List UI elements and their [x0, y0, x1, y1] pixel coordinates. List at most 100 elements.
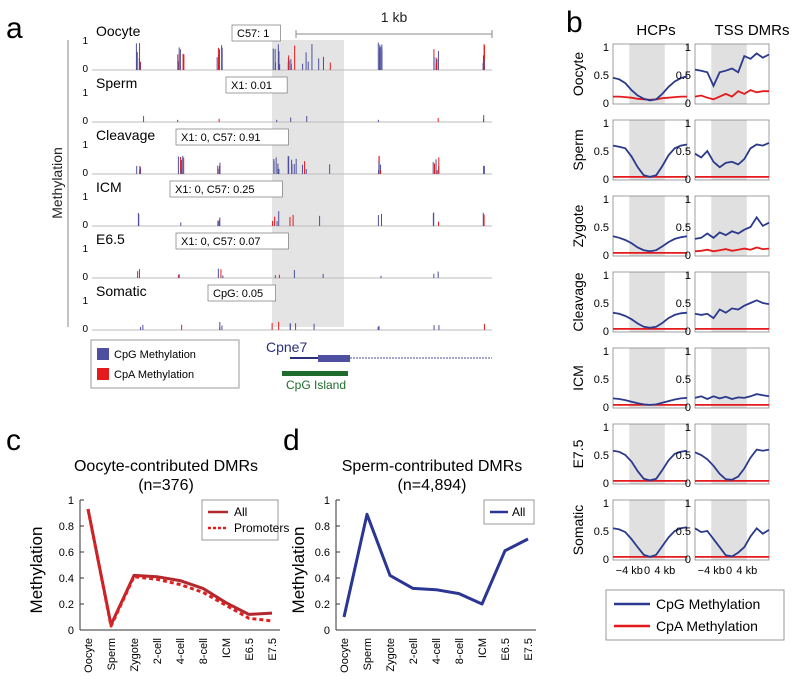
x-tick-label: Oocyte	[83, 638, 95, 673]
row-label-zygote: Zygote	[570, 204, 586, 247]
row-label-somatic: Somatic	[570, 505, 586, 556]
cpg-island-label: CpG Island	[286, 378, 346, 392]
subplot-tss-5: 10.50	[676, 422, 770, 490]
panel-c-subtitle: (n=376)	[138, 477, 194, 494]
methylation-axis-label: Methylation	[49, 147, 65, 219]
y-tick-label: 0	[685, 98, 691, 110]
y-tick-label: 0.5	[676, 146, 691, 158]
subplot-frame	[694, 347, 770, 409]
x-tick-label: E7.5	[523, 638, 535, 661]
track-y-tick-1: 1	[82, 244, 88, 255]
cpg-line	[612, 75, 688, 102]
track-info-box	[207, 284, 276, 302]
legend-panel-c: All Promoters	[201, 499, 289, 541]
y-tick-label: 0.5	[676, 526, 691, 538]
legend-cpa-label: CpA Methylation	[114, 369, 194, 381]
y-tick-label: 0	[603, 478, 609, 490]
track-somatic: 1 0 Somatic CpG: 0.05	[82, 283, 492, 335]
cpg-line	[694, 526, 770, 558]
x-tick-label: 4-cell	[431, 638, 443, 664]
window-shade	[711, 44, 747, 104]
y-tick-label: 1	[603, 270, 609, 282]
legend-b-cpg-label: CpG Methylation	[656, 596, 760, 612]
track-oocyte: 1 0 Oocyte C57: 1	[82, 23, 492, 75]
window-shade	[711, 348, 747, 408]
subplot-frame	[694, 423, 770, 485]
series-line-all	[86, 508, 273, 627]
y-tick-label: 0.6	[315, 547, 330, 559]
track-icm: 1 0 ICM X1: 0, C57: 0.25	[82, 179, 492, 231]
cpa-line	[694, 246, 770, 253]
cpg-line	[612, 397, 688, 406]
y-tick-label: 0	[685, 326, 691, 338]
y-tick-label: 0.5	[594, 298, 609, 310]
y-tick-label: 0.5	[676, 70, 691, 82]
subplot-frame	[612, 347, 688, 409]
cpg-line	[694, 52, 770, 88]
y-tick-label: 0	[603, 174, 609, 186]
y-tick-label: 1	[685, 498, 691, 510]
panel-c-ylabel: Methylation	[27, 527, 46, 614]
panel-a-genome-tracks: 1 kb Methylation 1 0 Oocyte C57: 1 1 0 Sperm X1…	[49, 9, 493, 392]
gene-name: Cpne7	[266, 339, 307, 355]
x-tick-label: Zygote	[129, 638, 141, 672]
legend-panel-a: CpG Methylation CpA Methylation	[90, 339, 240, 389]
y-tick-label: 1	[603, 498, 609, 510]
track-name: Cleavage	[96, 127, 155, 143]
cpg-line	[612, 526, 688, 558]
cpg-line	[612, 235, 688, 253]
y-tick-label: 1	[603, 422, 609, 434]
y-tick-label: 1	[685, 118, 691, 130]
y-tick-label: 0.4	[59, 573, 74, 585]
x-tick-label: Sperm	[362, 638, 374, 670]
column-title-hcps: HCPs	[636, 22, 675, 39]
legend-panel-b: CpG Methylation CpA Methylation	[605, 589, 785, 641]
y-tick-label: 0	[603, 402, 609, 414]
y-tick-label: 1	[324, 495, 330, 507]
x-tick-label: 8-cell	[454, 638, 466, 664]
panel-letter-d: d	[283, 424, 300, 457]
y-tick-label: 0.2	[59, 599, 74, 611]
cpg-line	[694, 215, 770, 240]
legend-cpa-swatch	[97, 368, 109, 380]
cpg-line	[612, 449, 688, 482]
panel-d-title: Sperm-contributed DMRs	[342, 458, 523, 475]
y-tick-label: 0.5	[594, 374, 609, 386]
track-info-box	[175, 128, 289, 146]
subplot-frame	[612, 271, 688, 333]
y-tick-label: 0.2	[315, 599, 330, 611]
y-tick-label: 0	[685, 478, 691, 490]
legend-b-cpa-label: CpA Methylation	[656, 618, 758, 634]
legend-cpg-swatch	[97, 348, 109, 360]
track-y-tick-1: 1	[82, 36, 88, 47]
track-y-tick-0: 0	[82, 116, 88, 127]
track-y-tick-1: 1	[82, 88, 88, 99]
subplot-frame	[612, 423, 688, 485]
subplot-hcp-2: 10.50	[594, 194, 688, 262]
x-tick-label: E6.5	[500, 638, 512, 661]
subplot-hcp-6: 10.50−4 kb 0 4 kb	[594, 498, 688, 577]
row-label-cleavage: Cleavage	[570, 272, 586, 331]
panel-c-line-chart: Oocyte-contributed DMRs (n=376) Methylat…	[27, 458, 289, 673]
y-tick-label: 1	[685, 346, 691, 358]
track-info-text: X1: 0, C57: 0.07	[181, 236, 261, 248]
x-tick-label: 4-cell	[175, 638, 187, 664]
track-info-text: X1: 0.01	[231, 80, 272, 92]
subplot-hcp-3: 10.50	[594, 270, 688, 338]
track-y-tick-1: 1	[82, 192, 88, 203]
window-shade	[711, 500, 747, 560]
panel-c-title: Oocyte-contributed DMRs	[74, 458, 258, 475]
track-info-box	[225, 76, 288, 94]
y-tick-label: 0	[324, 625, 330, 637]
track-y-tick-0: 0	[82, 324, 88, 335]
column-title-tss-dmrs: TSS DMRs	[715, 22, 790, 39]
y-tick-label: 1	[603, 194, 609, 206]
x-tick-label: −4 kb	[698, 565, 725, 577]
scale-bar-label: 1 kb	[381, 9, 408, 25]
y-tick-label: 0.5	[594, 450, 609, 462]
cpg-line	[694, 393, 770, 400]
y-tick-label: 0.5	[594, 146, 609, 158]
x-tick-label: 4 kb	[736, 565, 757, 577]
subplot-tss-3: 10.50	[676, 270, 770, 338]
